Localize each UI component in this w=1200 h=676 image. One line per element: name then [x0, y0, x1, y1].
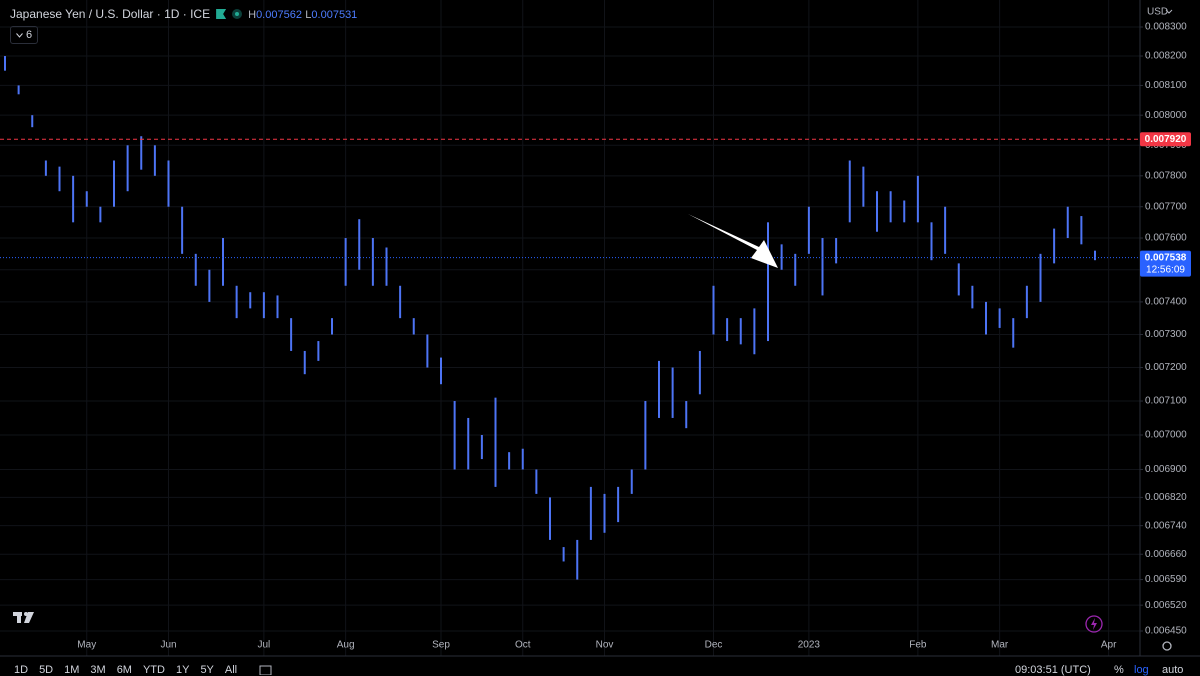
tradingview-logo: [13, 612, 34, 623]
y-tick-label: 0.006900: [1145, 464, 1187, 475]
y-tick-label: 0.007400: [1145, 297, 1187, 308]
low-value: 0.007531: [311, 9, 358, 21]
x-tick-label: Mar: [991, 640, 1009, 651]
indicators-toggle[interactable]: 6: [10, 26, 38, 44]
low-label: L: [305, 9, 312, 21]
high-label: H: [248, 9, 257, 21]
y-tick-label: 0.007800: [1145, 170, 1187, 181]
market-status: [232, 9, 243, 19]
range-buttons: 1D 5D 1M 3M 6M YTD 1Y 5Y All: [14, 664, 237, 676]
countdown-label: 12:56:09: [1146, 264, 1185, 275]
y-tick-label: 0.006660: [1145, 549, 1187, 560]
calendar-icon[interactable]: [259, 665, 272, 675]
percent-toggle[interactable]: %: [1114, 664, 1124, 676]
chevron: [16, 32, 23, 38]
x-tick-label: Apr: [1101, 640, 1117, 651]
y-tick-label: 0.008100: [1145, 80, 1187, 91]
annotation-arrow: [688, 214, 778, 268]
x-tick-label: Feb: [909, 640, 927, 651]
legend-header: Japanese Yen / U.S. Dollar · 1D · ICE H0…: [10, 7, 357, 21]
currency-dropdown[interactable]: [1165, 9, 1173, 14]
ohlc-values: H0.007562 L0.007531: [248, 7, 357, 21]
price-label: 0.007538: [1145, 252, 1187, 263]
plot-area: [0, 56, 1140, 580]
high-value: 0.007562: [256, 9, 302, 21]
log-toggle[interactable]: log: [1134, 664, 1149, 676]
x-tick-label: Dec: [705, 640, 723, 651]
price-label-box: [1140, 132, 1191, 147]
y-tick-label: 0.008000: [1145, 110, 1187, 121]
market-flag: [216, 9, 227, 19]
y-tick-label: 0.007100: [1145, 396, 1187, 407]
x-tick-label: Oct: [515, 640, 531, 651]
y-tick-label: 0.006590: [1145, 574, 1187, 585]
range-button[interactable]: 1M: [64, 664, 80, 676]
y-tick-label: 0.007000: [1145, 430, 1187, 441]
x-tick-label: 2023: [798, 640, 821, 651]
range-button[interactable]: All: [224, 664, 238, 676]
x-tick-label: Sep: [432, 640, 450, 651]
range-button[interactable]: 3M: [90, 664, 106, 676]
y-tick-label: 0.007200: [1145, 362, 1187, 373]
x-tick-label: Jun: [160, 640, 176, 651]
settings-icon[interactable]: [1162, 641, 1172, 651]
symbol-title[interactable]: Japanese Yen / U.S. Dollar · 1D · ICE: [10, 7, 211, 21]
clock: 09:03:51 (UTC): [1015, 664, 1091, 676]
replay-icon[interactable]: [1085, 615, 1103, 633]
x-tick-label: Nov: [596, 640, 614, 651]
y-tick-label: 0.008200: [1145, 51, 1187, 62]
range-button[interactable]: 1Y: [175, 664, 190, 676]
y-tick-label: 0.006450: [1145, 626, 1187, 637]
range-button[interactable]: 5D: [39, 664, 54, 676]
y-tick-label: 0.006520: [1145, 600, 1187, 611]
currency-label[interactable]: USD: [1147, 7, 1168, 18]
range-button[interactable]: YTD: [142, 664, 165, 676]
y-tick-label: 0.007300: [1145, 329, 1187, 340]
x-tick-label: May: [77, 640, 96, 651]
grid: [0, 0, 1140, 656]
x-tick-label: Aug: [337, 640, 355, 651]
y-tick-label: 0.007600: [1145, 233, 1187, 244]
y-tick-label: 0.008300: [1145, 22, 1187, 33]
range-button[interactable]: 6M: [116, 664, 132, 676]
price-label: 0.007920: [1145, 134, 1187, 145]
auto-toggle[interactable]: auto: [1162, 664, 1184, 676]
price-label-box: [1140, 250, 1191, 277]
price-axis: 0.0083000.0082000.0081000.0080000.007900…: [77, 22, 1191, 651]
range-button[interactable]: 1D: [14, 664, 29, 676]
range-button[interactable]: 5Y: [200, 664, 214, 676]
x-tick-label: Jul: [257, 640, 270, 651]
bottom-toolbar: 1D 5D 1M 3M 6M YTD 1Y 5Y All 09:03:51 (UTC) % lo…: [0, 662, 1200, 676]
y-tick-label: 0.006740: [1145, 520, 1187, 531]
y-tick-label: 0.007700: [1145, 201, 1187, 212]
indicator-count: 6: [25, 29, 33, 41]
y-tick-label: 0.006820: [1145, 492, 1187, 503]
